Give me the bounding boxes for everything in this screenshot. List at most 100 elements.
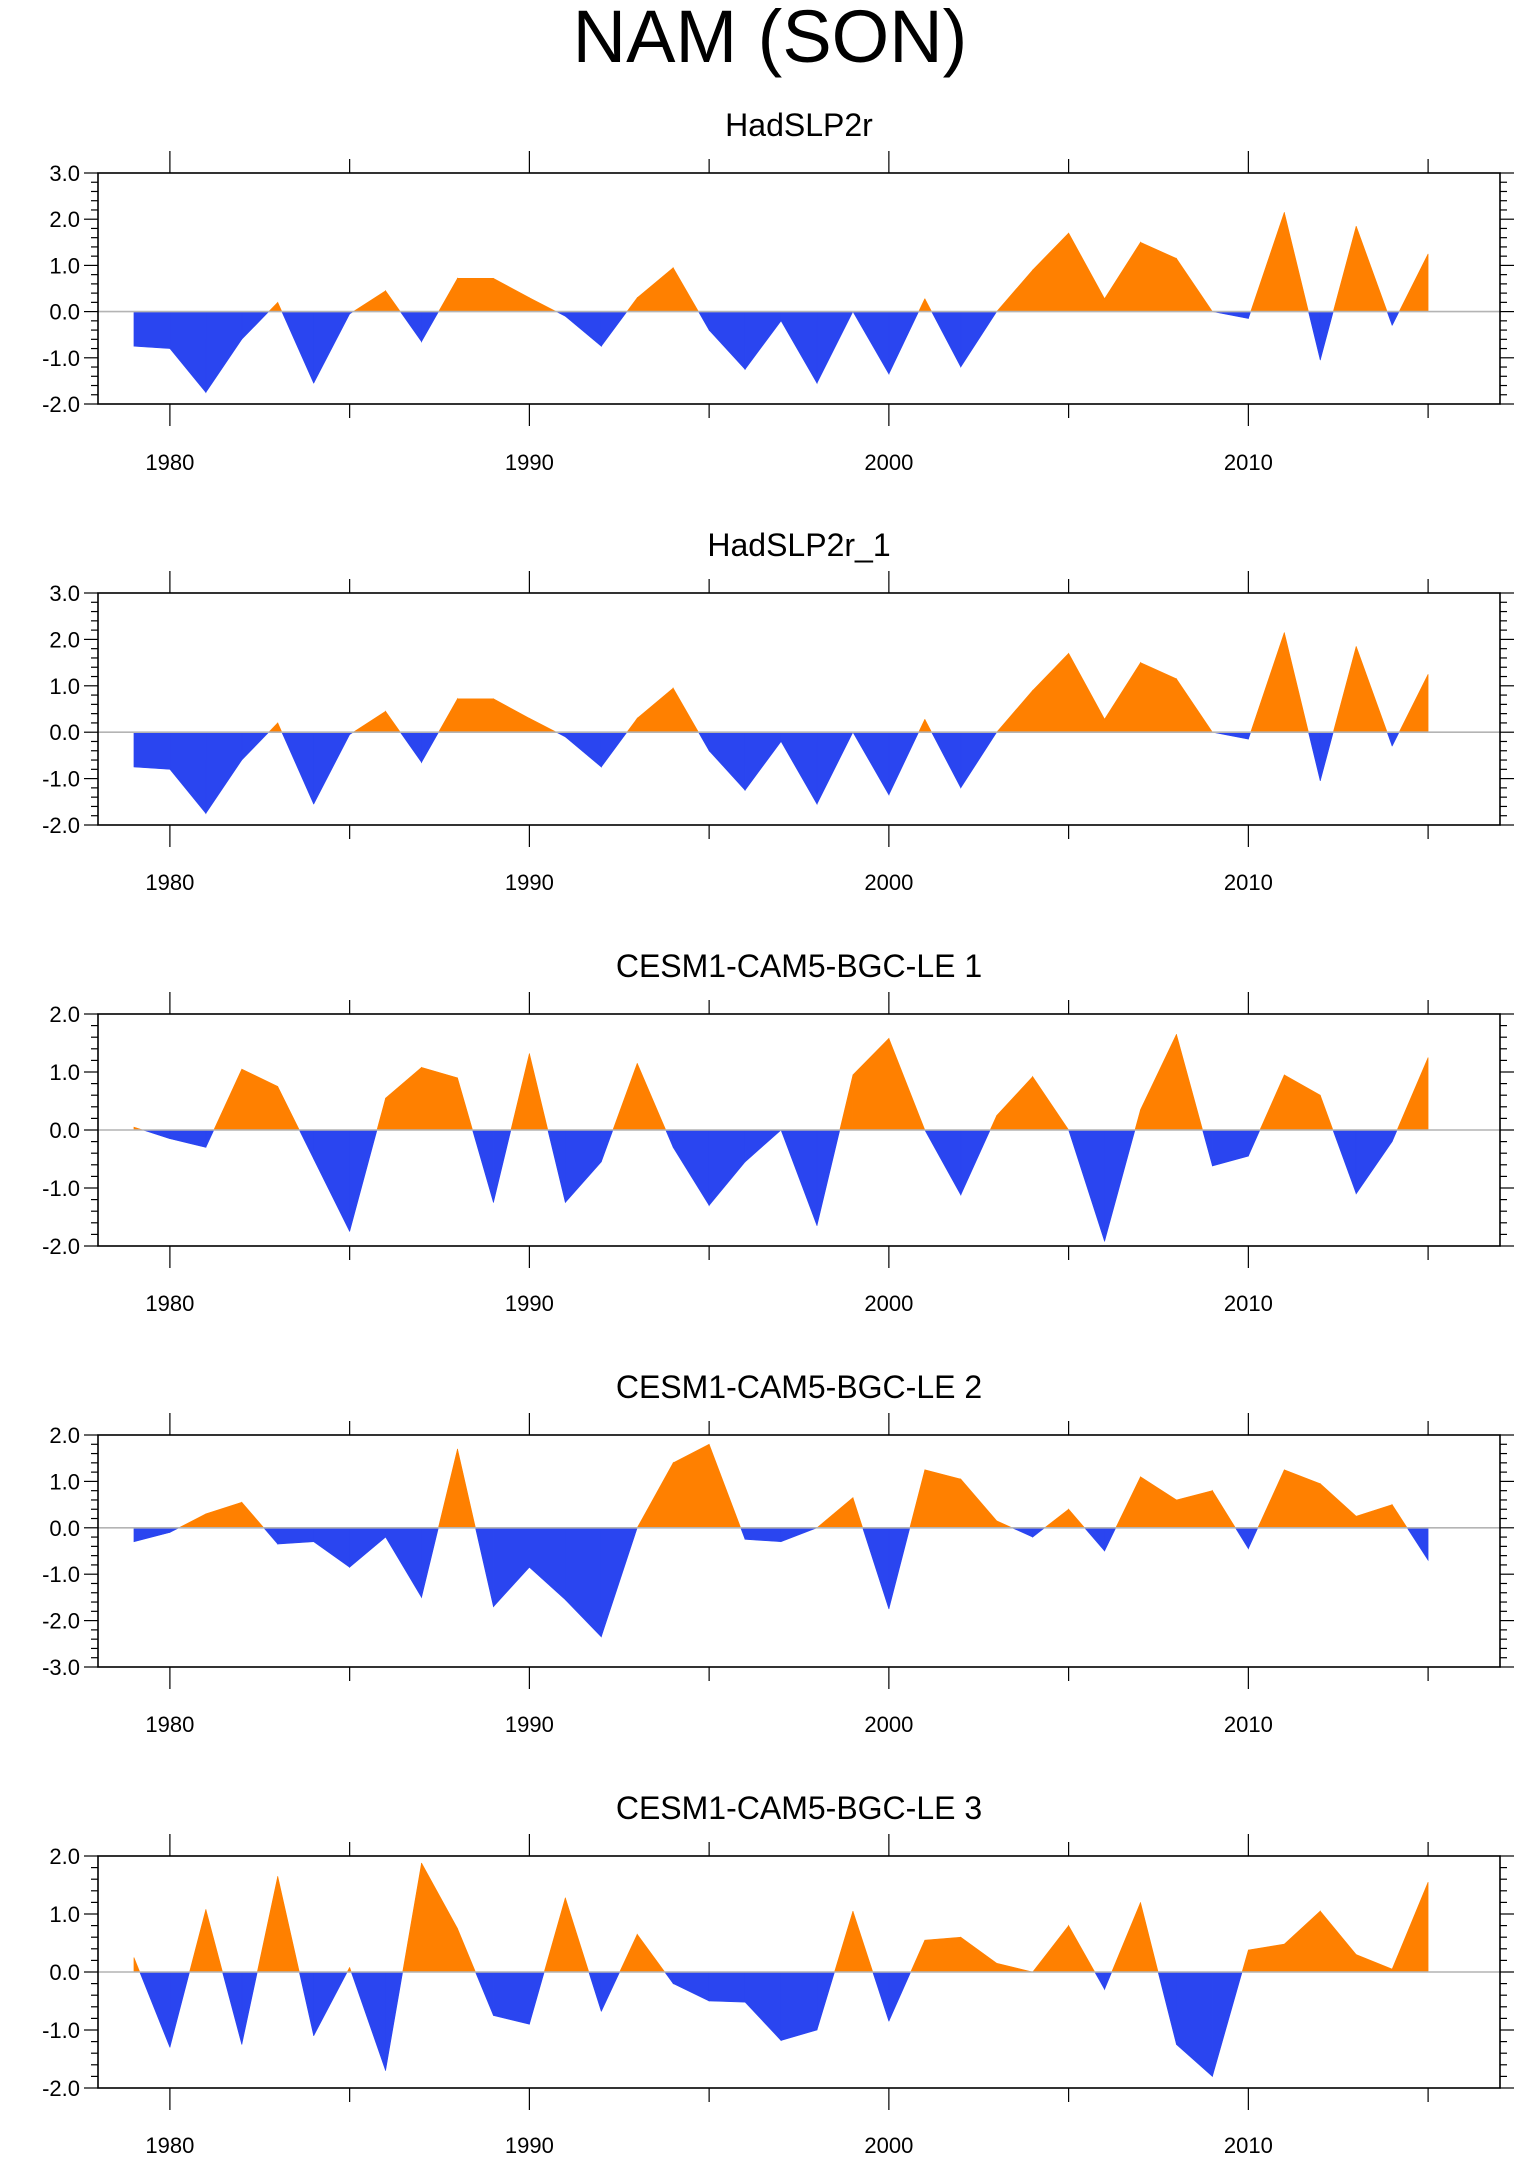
positive-area-segment: [1068, 232, 1105, 312]
positive-area-segment: [1176, 677, 1213, 733]
x-tick-label: 1990: [505, 870, 554, 895]
positive-area-segment: [1332, 226, 1357, 312]
positive-area-segment: [543, 1897, 566, 1973]
positive-area-segment: [1396, 1057, 1429, 1131]
y-tick-label: -3.0: [42, 1655, 80, 1680]
positive-area-segment: [996, 1962, 1033, 1973]
negative-area-segment: [744, 731, 782, 792]
positive-area-segment: [1284, 212, 1309, 312]
positive-area-segment: [1398, 253, 1429, 312]
negative-area-segment: [1083, 1527, 1105, 1552]
negative-area-segment: [493, 1129, 512, 1203]
x-tick-label: 2010: [1224, 1712, 1273, 1737]
positive-area-segment: [1332, 646, 1357, 733]
y-tick-label: -2.0: [42, 1609, 80, 1634]
negative-area-segment: [924, 1129, 962, 1197]
positive-area-segment: [1250, 632, 1285, 733]
negative-area-segment: [241, 1971, 258, 2045]
panel-title: HadSLP2r_1: [707, 527, 890, 563]
negative-area-segment: [1068, 1129, 1105, 1242]
y-tick-label: 1.0: [49, 674, 80, 699]
positive-area-segment: [133, 1957, 141, 1973]
positive-area-segment: [839, 1074, 854, 1131]
positive-area-segment: [205, 1501, 243, 1529]
negative-area-segment: [1406, 1527, 1429, 1562]
y-tick-label: 0.0: [49, 1118, 80, 1143]
x-tick-label: 1990: [505, 2133, 554, 2158]
y-tick-label: 1.0: [49, 1060, 80, 1085]
negative-area-segment: [547, 1129, 566, 1203]
negative-area-segment: [664, 1971, 674, 1985]
positive-area-segment: [909, 1469, 926, 1529]
positive-area-segment: [1111, 1902, 1141, 1973]
x-tick-label: 1990: [505, 1291, 554, 1316]
y-tick-label: 3.0: [49, 581, 80, 606]
positive-area-segment: [1140, 662, 1177, 733]
negative-area-segment: [1234, 1527, 1249, 1550]
positive-area-segment: [277, 302, 283, 312]
negative-area-segment: [1104, 1971, 1113, 1990]
positive-area-segment: [268, 301, 279, 312]
positive-area-segment: [834, 1911, 854, 1973]
positive-area-segment: [277, 1876, 300, 1973]
x-tick-label: 1980: [145, 1291, 194, 1316]
negative-area-segment: [931, 731, 962, 789]
positive-area-segment: [1241, 1949, 1249, 1973]
negative-area-segment: [888, 731, 920, 795]
x-tick-label: 2000: [864, 2133, 913, 2158]
negative-area-segment: [241, 311, 270, 341]
positive-area-segment: [510, 1053, 530, 1131]
negative-area-segment: [350, 1971, 386, 2071]
positive-area-segment: [457, 278, 494, 312]
positive-area-segment: [385, 710, 401, 733]
negative-area-segment: [708, 1971, 746, 2003]
negative-area-segment: [852, 311, 890, 376]
positive-area-segment: [376, 1098, 386, 1131]
negative-area-segment: [298, 1971, 314, 2036]
positive-area-segment: [1398, 674, 1429, 733]
positive-area-segment: [619, 1934, 638, 1973]
negative-area-segment: [1386, 731, 1393, 747]
positive-area-segment: [529, 1053, 549, 1131]
negative-area-segment: [744, 1971, 782, 2042]
negative-area-segment: [263, 1527, 279, 1545]
negative-area-segment: [816, 1129, 841, 1226]
positive-area-segment: [352, 710, 386, 733]
negative-area-segment: [780, 731, 818, 806]
plot-frame: [97, 172, 1501, 405]
positive-area-segment: [1284, 632, 1309, 733]
positive-area-segment: [1284, 1074, 1321, 1131]
positive-area-segment: [852, 1497, 864, 1529]
positive-area-segment: [636, 1063, 667, 1131]
positive-area-segment: [852, 1911, 874, 1973]
negative-area-segment: [1391, 311, 1400, 326]
negative-area-segment: [385, 1971, 404, 2071]
positive-area-segment: [1032, 232, 1069, 312]
positive-area-segment: [1032, 1924, 1069, 1973]
chart-panel-5: CESM1-CAM5-BGC-LE 3 -2.0 -1.0 0.0 1.0 2.0 1980…: [42, 1790, 1514, 2158]
negative-area-segment: [349, 1527, 386, 1568]
negative-area-segment: [313, 1971, 348, 2036]
x-tick-label: 2010: [1224, 1291, 1273, 1316]
negative-area-segment: [565, 311, 602, 347]
positive-area-segment: [996, 1520, 1013, 1529]
positive-area-segment: [918, 298, 926, 312]
positive-area-segment: [1068, 653, 1105, 733]
negative-area-segment: [780, 1971, 818, 2041]
negative-area-segment: [780, 1129, 818, 1226]
positive-area-segment: [1212, 1489, 1236, 1529]
positive-area-segment: [924, 719, 933, 733]
negative-area-segment: [205, 1129, 215, 1148]
positive-area-segment: [1355, 1954, 1393, 1973]
negative-area-segment: [1319, 311, 1334, 361]
chart-panel-4: CESM1-CAM5-BGC-LE 2 -3.0 -2.0 -1.0 0.0 1.0 2.0…: [42, 1369, 1514, 1737]
y-tick-label: 2.0: [49, 1002, 80, 1027]
y-tick-label: 0.0: [49, 300, 80, 325]
negative-area-segment: [888, 311, 920, 375]
panel-title: CESM1-CAM5-BGC-LE 3: [616, 1790, 982, 1826]
y-tick-label: 2.0: [49, 1844, 80, 1869]
positive-area-segment: [636, 1933, 666, 1973]
y-tick-label: 2.0: [49, 1423, 80, 1448]
y-tick-label: 2.0: [49, 627, 80, 652]
x-tick-label: 1980: [145, 870, 194, 895]
